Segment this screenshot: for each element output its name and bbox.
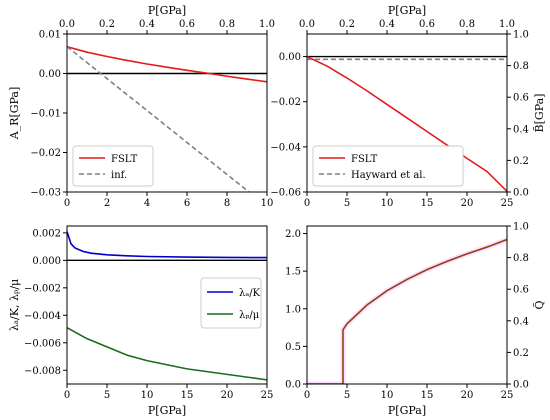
series-line-0 [67, 45, 267, 83]
x-tick-label: 4 [144, 198, 150, 209]
y-tick-label: 0.01 [39, 30, 61, 41]
right-y-axis-label: Q̃ [533, 300, 546, 309]
plot-frame [306, 33, 508, 193]
y-tick-label: −0.06 [270, 188, 301, 199]
top-x-axis-label: P[GPa] [148, 4, 186, 17]
legend-box [312, 145, 464, 187]
y-axis-label: A_R[GPa] [8, 87, 21, 141]
top-x-tick-label: 0.0 [299, 19, 315, 30]
x-tick-label: 10 [381, 198, 394, 209]
x-tick-label: 25 [501, 198, 514, 209]
legend-box [200, 277, 262, 329]
top-x-tick-label: 0.2 [339, 19, 355, 30]
right-y-tick-label: 0.6 [513, 285, 529, 296]
y-tick-label: −0.002 [24, 283, 61, 294]
plot-frame [306, 225, 508, 385]
x-tick-label: 10 [261, 198, 274, 209]
x-axis-label: P[GPa] [388, 404, 426, 417]
y-axis-label: λₐ/K, λₚ/μ [8, 279, 21, 331]
x-tick-label: 2 [104, 198, 110, 209]
right-y-tick-label: 0.8 [513, 253, 529, 264]
right-y-tick-label: 1.0 [513, 30, 529, 41]
x-tick-label: 5 [344, 390, 350, 401]
x-tick-label: 10 [381, 390, 394, 401]
series-line-0 [67, 231, 267, 259]
y-tick-label: −0.006 [24, 338, 61, 349]
x-tick-label: 15 [421, 390, 434, 401]
y-tick-label: −0.02 [30, 148, 61, 159]
right-y-tick-label: 0.0 [513, 188, 529, 199]
top-x-tick-label: 0.8 [459, 19, 475, 30]
x-tick-label: 20 [461, 198, 474, 209]
top-x-tick-label: 0.4 [139, 19, 155, 30]
series-line-0 [307, 55, 507, 192]
y-tick-label: −0.02 [270, 97, 301, 108]
x-tick-label: 0 [304, 390, 310, 401]
right-y-tick-label: 0.8 [513, 61, 529, 72]
y-tick-label: 0.002 [32, 228, 61, 239]
y-tick-label: 0.00 [39, 69, 61, 80]
series-line-1 [67, 46, 250, 192]
x-tick-label: 10 [141, 390, 154, 401]
right-y-tick-label: 0.4 [513, 316, 529, 327]
legend-label: λₐ/K [239, 288, 261, 299]
x-axis-label: P[GPa] [148, 404, 186, 417]
x-tick-label: 0 [304, 198, 310, 209]
right-y-tick-label: 1.0 [513, 222, 529, 233]
y-tick-label: −0.008 [24, 366, 61, 377]
top-x-axis-label: P[GPa] [388, 4, 426, 17]
legend-label: Hayward et al. [351, 170, 426, 181]
legend-label: FSLT [351, 154, 378, 165]
top-x-tick-label: 0.6 [179, 19, 195, 30]
x-tick-label: 8 [224, 198, 230, 209]
series-line-0 [307, 238, 507, 384]
x-tick-label: 15 [181, 390, 194, 401]
y-tick-label: 2.0 [285, 229, 301, 240]
legend-label: inf. [111, 170, 127, 181]
top-x-tick-label: 0.6 [419, 19, 435, 30]
x-tick-label: 5 [104, 390, 110, 401]
top-x-tick-label: 0.2 [99, 19, 115, 30]
y-tick-label: 1.0 [285, 304, 301, 315]
top-x-tick-label: 1.0 [259, 19, 275, 30]
x-tick-label: 20 [461, 390, 474, 401]
right-y-tick-label: 0.2 [513, 156, 529, 167]
top-x-tick-label: 0.0 [59, 19, 75, 30]
y-tick-label: −0.03 [30, 188, 61, 199]
plot-frame [66, 225, 268, 385]
y-tick-label: 0.00 [279, 52, 301, 63]
x-tick-label: 15 [421, 198, 434, 209]
legend-label: λₚ/μ [239, 310, 260, 321]
x-tick-label: 6 [184, 198, 190, 209]
y-tick-label: 0.000 [32, 256, 61, 267]
right-y-tick-label: 0.4 [513, 124, 529, 135]
x-tick-label: 25 [501, 390, 514, 401]
y-tick-label: −0.04 [270, 142, 301, 153]
right-y-tick-label: 0.0 [513, 380, 529, 391]
x-tick-label: 0 [64, 198, 70, 209]
legend-box [72, 145, 154, 187]
y-tick-label: 0.0 [285, 380, 301, 391]
right-y-tick-label: 0.2 [513, 348, 529, 359]
x-tick-label: 5 [344, 198, 350, 209]
legend-label: FSLT [111, 154, 138, 165]
y-tick-label: −0.01 [30, 109, 61, 120]
x-tick-label: 20 [221, 390, 234, 401]
x-tick-label: 25 [261, 390, 274, 401]
y-tick-label: −0.004 [24, 311, 61, 322]
y-tick-label: 0.5 [285, 342, 301, 353]
x-tick-label: 0 [64, 390, 70, 401]
top-x-tick-label: 1.0 [499, 19, 515, 30]
right-y-tick-label: 0.6 [513, 93, 529, 104]
top-x-tick-label: 0.8 [219, 19, 235, 30]
series-line-1 [67, 326, 267, 381]
right-y-axis-label: B̃[GPa] [533, 94, 546, 133]
y-tick-label: 1.5 [285, 267, 301, 278]
top-x-tick-label: 0.4 [379, 19, 395, 30]
